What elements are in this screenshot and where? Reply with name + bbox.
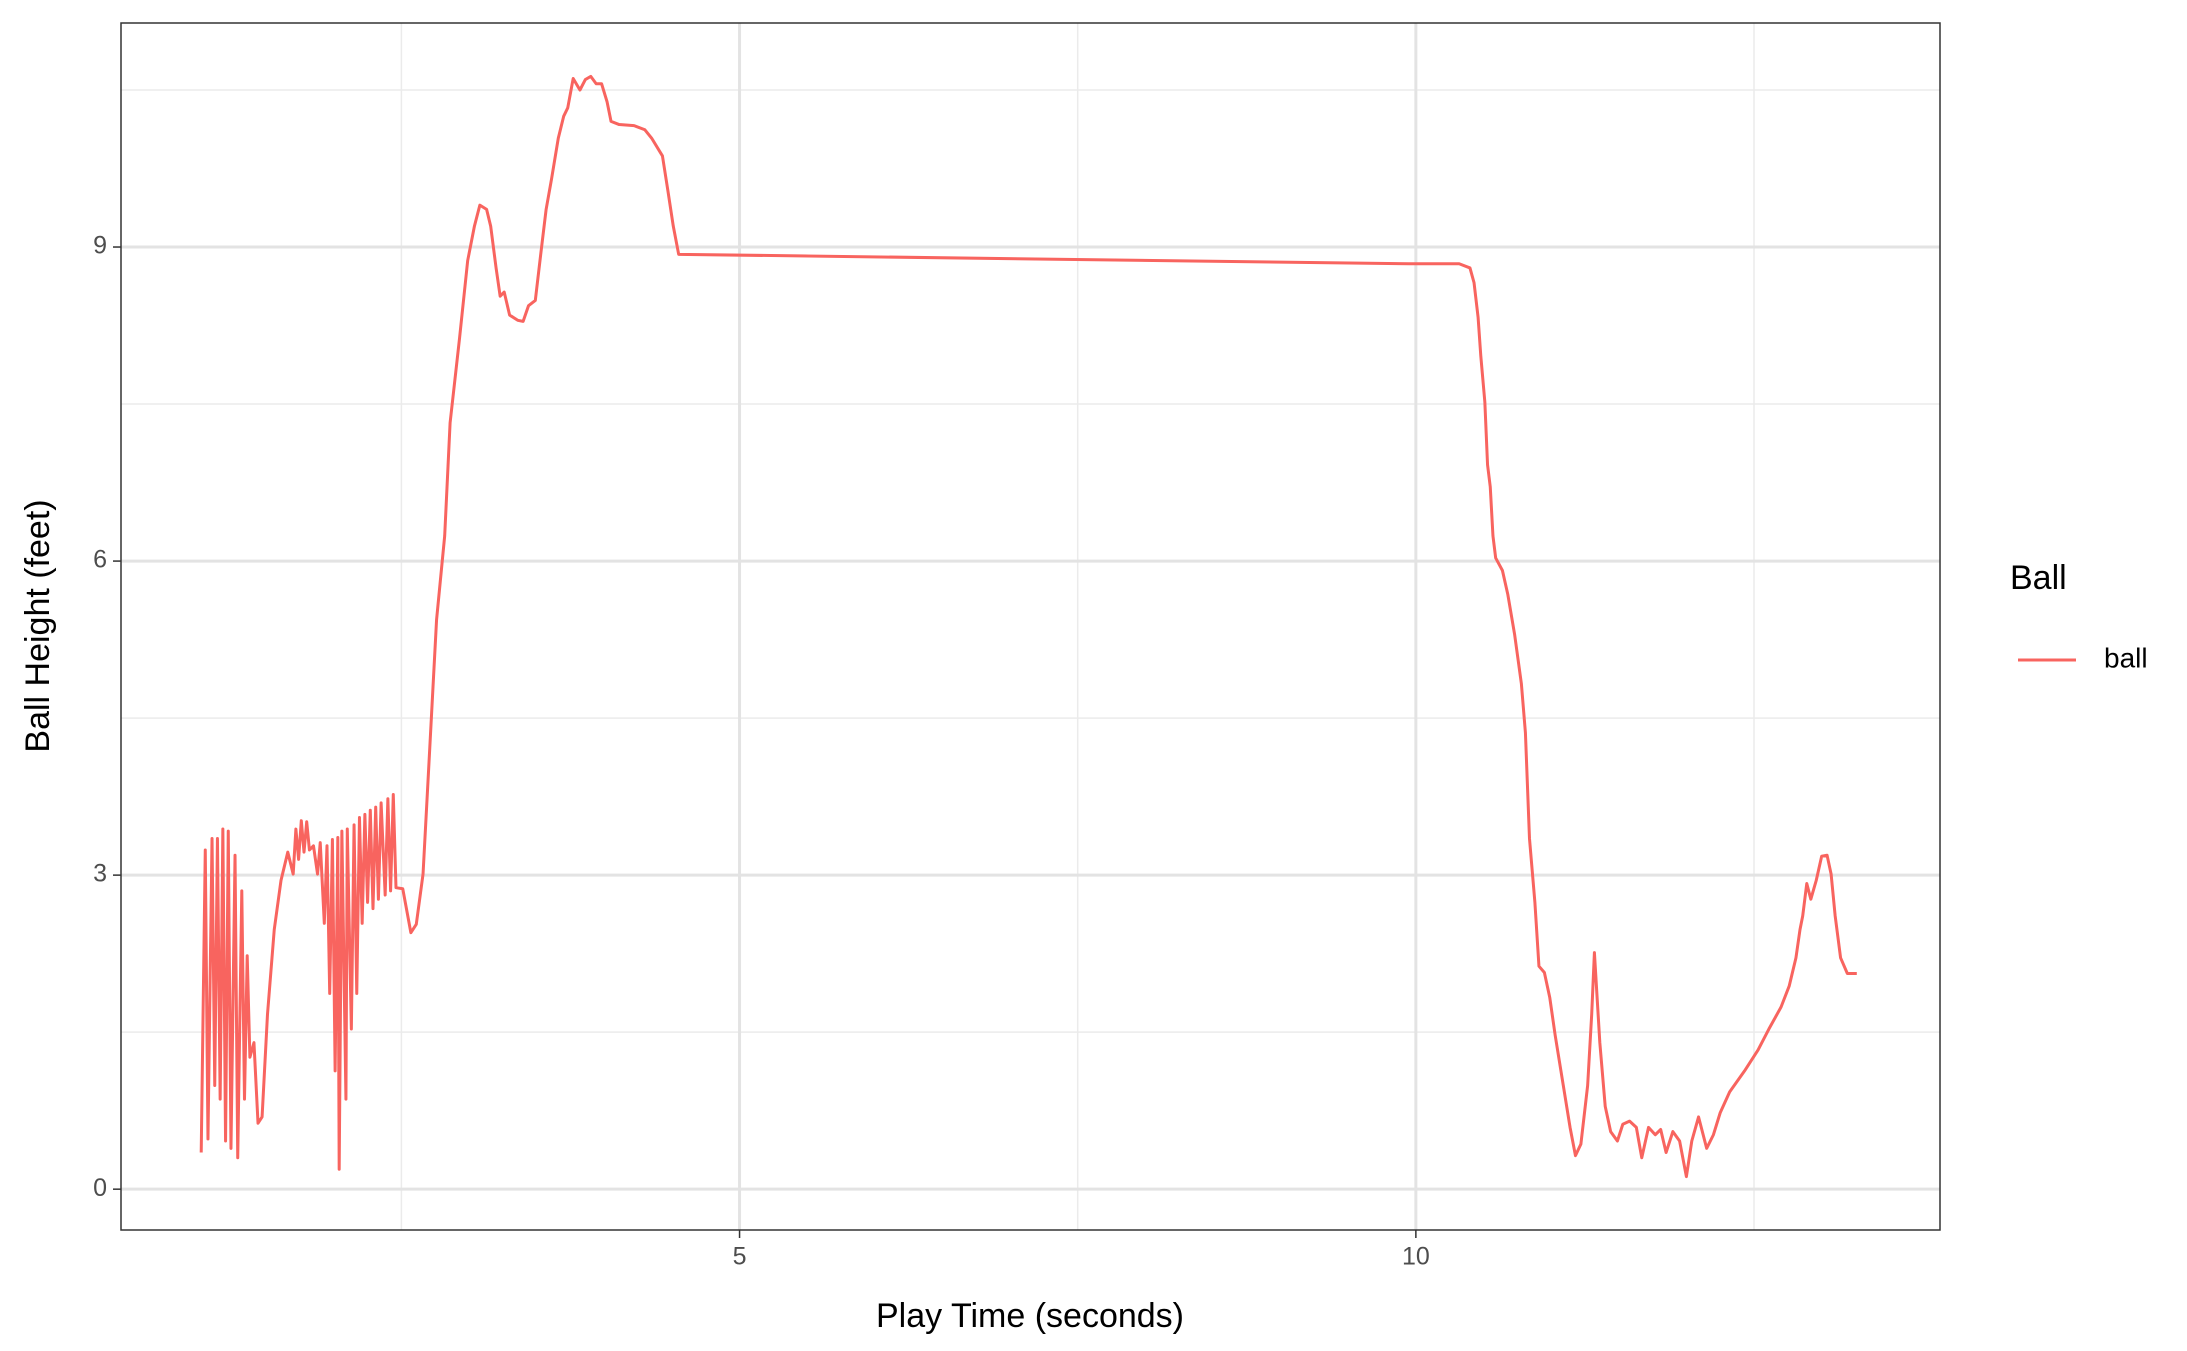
legend-label: ball [2104,642,2148,673]
data-line [199,74,1857,1179]
plot-background [121,23,1940,1230]
y-tick-label: 3 [93,860,107,888]
x-tick-label: 10 [1402,1243,1430,1271]
x-tick-label: 5 [733,1243,747,1271]
y-axis-title: Ball Height (feet) [19,499,57,752]
plot-border [120,22,1941,1231]
legend-title: Ball [2010,559,2067,597]
x-axis-title: Play Time (seconds) [876,1297,1184,1335]
y-tick-label: 6 [93,546,107,574]
y-tick-label: 9 [93,232,107,260]
y-tick-label: 0 [93,1174,107,1202]
